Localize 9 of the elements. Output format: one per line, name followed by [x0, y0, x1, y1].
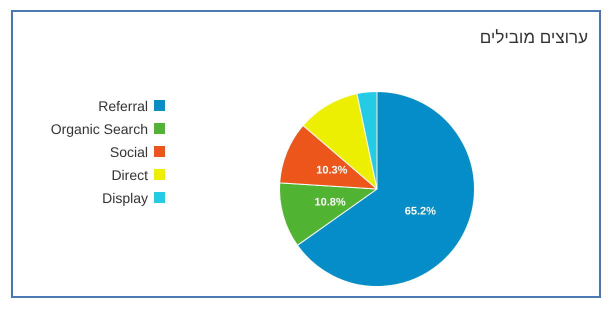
text: ערוצים מובילים	[480, 28, 588, 48]
data-label: 10.8%	[314, 196, 346, 208]
legend-label: Display	[102, 190, 148, 206]
data-label: 65.2%	[404, 205, 436, 218]
legend-label: Referral	[98, 98, 148, 114]
legend-label: Organic Search	[50, 120, 148, 136]
legend-label: Direct	[111, 166, 148, 182]
legend-label: Social	[110, 144, 148, 160]
data-label: 10.3%	[316, 164, 348, 177]
